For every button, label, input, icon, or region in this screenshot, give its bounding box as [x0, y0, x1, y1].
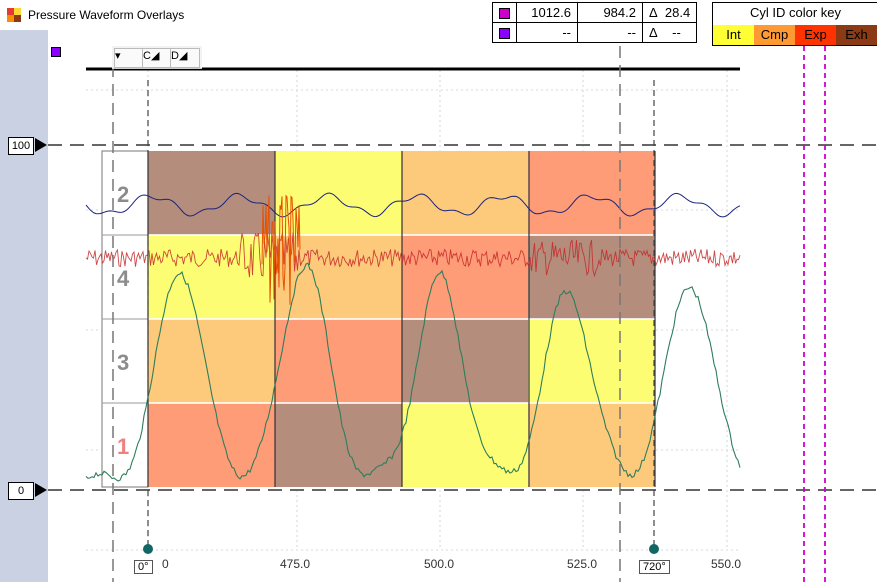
- cursor-2-delta: Δ --: [641, 22, 698, 43]
- chart-toolbar: ▾ C◢ D◢: [112, 46, 202, 69]
- cylinder-phase-cell: [274, 403, 402, 487]
- cylinder-phase-cell: [148, 235, 275, 319]
- delta-symbol: Δ: [649, 5, 658, 20]
- cylinder-phase-cell: [528, 319, 655, 403]
- color-key-title: Cyl ID color key: [749, 5, 842, 20]
- toolbar-d-label: D: [171, 50, 179, 62]
- cylinder-phase-cell: [148, 403, 275, 487]
- title-bar: Pressure Waveform Overlays: [0, 0, 480, 30]
- cylinder-phase-cell: [274, 151, 402, 235]
- toolbar-c-label: C: [143, 50, 151, 62]
- key-cmp: Cmp: [754, 25, 795, 45]
- ref-top-arrow-icon[interactable]: [35, 138, 47, 152]
- ref-level-top[interactable]: 100: [8, 137, 34, 155]
- delta-symbol: Δ: [649, 25, 658, 40]
- cylinder-phase-cell: [274, 235, 402, 319]
- cursor-1-value-a: 1012.6: [516, 2, 578, 23]
- degree-handle-end: [649, 544, 659, 554]
- x-tick: 525.0: [567, 557, 598, 571]
- cylinder-phase-cell: [401, 403, 529, 487]
- trace-cyl2: [85, 192, 741, 218]
- cylinder-phase-cell: [148, 151, 275, 235]
- swatch-icon: [499, 28, 510, 40]
- toolbar-d-button[interactable]: D◢: [170, 48, 200, 68]
- trace-pressure: [85, 262, 741, 482]
- cursor-row-2: -- -- Δ --: [492, 22, 698, 43]
- ref-bottom-arrow-icon[interactable]: [35, 483, 47, 497]
- app-icon: [7, 8, 21, 22]
- cursor-readout: 1012.6 984.2 Δ 28.4 -- -- Δ --: [492, 2, 698, 43]
- cursor-1-value-b: 984.2: [577, 2, 643, 23]
- cursor-1-delta: Δ 28.4: [641, 2, 698, 23]
- key-int: Int: [713, 25, 754, 45]
- cylinder-phase-cell: [401, 235, 529, 319]
- trace-cyl4: [85, 231, 741, 278]
- cursor-handle[interactable]: [51, 47, 61, 57]
- cylinder-phase-cell: [528, 151, 655, 235]
- cursor-lines: [48, 46, 877, 582]
- degree-start-label[interactable]: 0°: [134, 560, 153, 574]
- cyl-label-2: 2: [117, 182, 130, 207]
- toolbar-c-button[interactable]: C◢: [142, 48, 172, 68]
- cyl-label-4: 4: [117, 266, 130, 291]
- key-exp: Exp: [795, 25, 836, 45]
- x-tick-partial: 0: [162, 557, 169, 571]
- cylinder-phase-cell: [401, 319, 529, 403]
- delta-value: --: [672, 25, 681, 40]
- x-tick: 475.0: [280, 557, 311, 571]
- dropdown-button[interactable]: ▾: [114, 48, 144, 68]
- waveform-traces: [85, 192, 741, 482]
- key-exh: Exh: [836, 25, 877, 45]
- cylinder-phase-cell: [401, 151, 529, 235]
- cylinder-phase-cell: [274, 319, 402, 403]
- window-title: Pressure Waveform Overlays: [28, 8, 185, 22]
- cylinder-phase-cell: [528, 403, 655, 487]
- cyl-label-3: 3: [117, 350, 130, 375]
- x-tick: 550.0: [711, 557, 742, 571]
- degree-end-label[interactable]: 720°: [639, 560, 670, 574]
- cyl-color-key: Cyl ID color key Int Cmp Exp Exh: [712, 2, 877, 46]
- cylinder-color-cells: [101, 150, 656, 488]
- ref-level-bottom[interactable]: 0: [8, 482, 34, 500]
- cylinder-phase-cell: [148, 319, 275, 403]
- x-tick: 500.0: [424, 557, 455, 571]
- degree-handle-start: [143, 544, 153, 554]
- trace-spike: [261, 194, 301, 305]
- cyl-label-1: 1: [117, 434, 130, 459]
- swatch-icon: [499, 8, 510, 20]
- cursor-row-1: 1012.6 984.2 Δ 28.4: [492, 2, 698, 23]
- delta-value: 28.4: [664, 5, 691, 20]
